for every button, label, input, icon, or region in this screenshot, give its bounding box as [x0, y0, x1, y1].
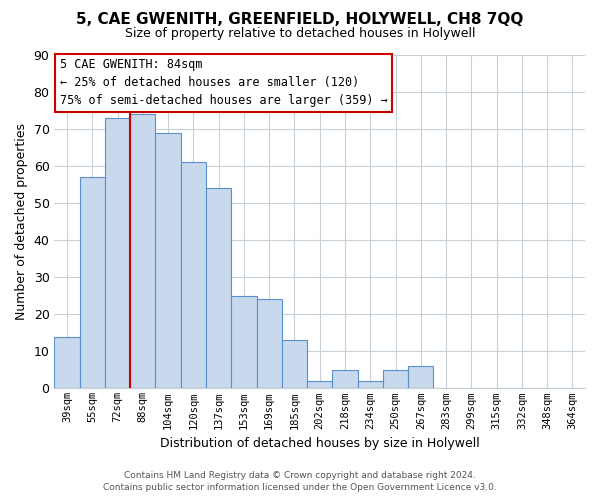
X-axis label: Distribution of detached houses by size in Holywell: Distribution of detached houses by size … — [160, 437, 479, 450]
Bar — [358, 381, 383, 388]
Bar — [257, 300, 282, 388]
Bar — [231, 296, 257, 388]
Bar — [206, 188, 231, 388]
Bar — [282, 340, 307, 388]
Bar — [181, 162, 206, 388]
Bar — [105, 118, 130, 388]
Bar — [80, 177, 105, 388]
Bar — [307, 381, 332, 388]
Text: Contains HM Land Registry data © Crown copyright and database right 2024.
Contai: Contains HM Land Registry data © Crown c… — [103, 471, 497, 492]
Bar — [130, 114, 155, 388]
Bar — [332, 370, 358, 388]
Bar — [383, 370, 408, 388]
Text: Size of property relative to detached houses in Holywell: Size of property relative to detached ho… — [125, 28, 475, 40]
Bar — [155, 133, 181, 388]
Text: 5 CAE GWENITH: 84sqm
← 25% of detached houses are smaller (120)
75% of semi-deta: 5 CAE GWENITH: 84sqm ← 25% of detached h… — [60, 58, 388, 108]
Bar — [408, 366, 433, 388]
Text: 5, CAE GWENITH, GREENFIELD, HOLYWELL, CH8 7QQ: 5, CAE GWENITH, GREENFIELD, HOLYWELL, CH… — [76, 12, 524, 28]
Bar — [55, 336, 80, 388]
Y-axis label: Number of detached properties: Number of detached properties — [15, 123, 28, 320]
